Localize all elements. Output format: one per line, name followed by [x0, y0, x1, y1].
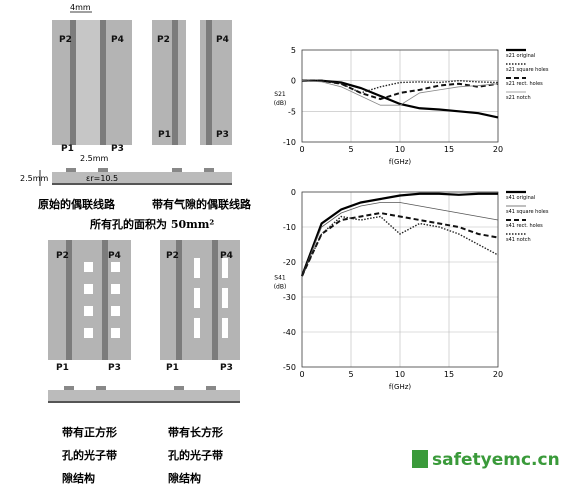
plot-frame — [301, 49, 499, 143]
legend-label: s41 rect. holes — [506, 223, 543, 229]
x-tick-label: 10 — [395, 145, 405, 154]
port: P3 — [111, 144, 124, 154]
watermark-icon — [412, 450, 428, 468]
eps-label: εr=10.5 — [86, 174, 118, 183]
y-tick-label: -20 — [283, 258, 296, 267]
series-line — [302, 79, 499, 101]
board-gap — [152, 20, 232, 145]
series-line — [301, 211, 499, 277]
port: P1 — [56, 363, 69, 373]
port: P2 — [56, 251, 69, 261]
board-square — [48, 240, 131, 360]
x-tick-label: 15 — [444, 370, 454, 379]
port: P4 — [220, 251, 233, 261]
y-tick-label: -10 — [283, 138, 296, 147]
port: P4 — [108, 251, 121, 261]
caption: 原始的偶联线路 — [38, 197, 116, 211]
watermark: safetyemc.cn — [432, 450, 560, 470]
legend-label: s21 original — [506, 53, 535, 59]
port: P4 — [111, 35, 124, 45]
port: P1 — [166, 363, 179, 373]
x-tick-label: 0 — [299, 370, 304, 379]
caption: 带有正方形 — [62, 425, 117, 439]
x-tick-label: 5 — [348, 370, 353, 379]
y-tick-label: -50 — [283, 363, 296, 372]
y-axis-label: S41 — [274, 275, 286, 282]
caption: 孔的光子带 — [168, 448, 223, 462]
y-axis-label: (dB) — [274, 284, 287, 291]
x-axis-label: f(GHz) — [389, 158, 412, 166]
series-line — [300, 192, 498, 277]
legend-label: s41 square holes — [506, 209, 549, 215]
port: P1 — [61, 144, 74, 154]
y-axis-label: S21 — [274, 91, 286, 98]
port: P3 — [220, 363, 233, 373]
series-line — [301, 80, 499, 106]
width-label: 4mm — [70, 3, 91, 12]
legend-label: s21 notch — [506, 95, 531, 101]
caption: 隙结构 — [168, 471, 201, 485]
board-original — [52, 11, 132, 145]
legend-label: s21 rect. holes — [506, 81, 543, 87]
series-line — [301, 215, 499, 277]
port: P2 — [59, 35, 72, 45]
caption: 所有孔的面积为 50mm² — [90, 217, 214, 231]
legend-label: s21 square holes — [506, 67, 549, 73]
port: P4 — [216, 35, 229, 45]
port: P3 — [216, 130, 229, 140]
caption: 隙结构 — [62, 471, 95, 485]
board-rect — [160, 240, 240, 360]
port: P2 — [166, 251, 179, 261]
y-axis-label: (dB) — [274, 100, 287, 107]
gap-label: 2.5mm — [80, 154, 109, 163]
y-tick-label: -10 — [283, 223, 296, 232]
height-label: 2.5mm — [20, 174, 49, 183]
x-axis-label: f(GHz) — [389, 383, 412, 391]
x-tick-label: 0 — [299, 145, 304, 154]
caption: 孔的光子带 — [62, 448, 117, 462]
port: P2 — [157, 35, 170, 45]
legend-label: s41 original — [506, 195, 535, 201]
port: P3 — [108, 363, 121, 373]
y-tick-label: 0 — [291, 188, 296, 197]
y-tick-label: 0 — [291, 77, 296, 86]
series-line — [301, 202, 499, 277]
x-tick-label: 10 — [395, 370, 405, 379]
y-tick-label: -5 — [288, 107, 296, 116]
y-tick-label: 5 — [291, 46, 296, 55]
caption: 带有长方形 — [168, 425, 223, 439]
x-tick-label: 20 — [493, 145, 503, 154]
x-tick-label: 5 — [348, 145, 353, 154]
cross-section — [39, 168, 232, 186]
legend-label: s41 notch — [506, 237, 531, 243]
y-tick-label: -40 — [283, 328, 296, 337]
x-tick-label: 20 — [493, 370, 503, 379]
y-tick-label: -30 — [283, 293, 296, 302]
cross-section — [48, 386, 240, 403]
x-tick-label: 15 — [444, 145, 454, 154]
plot-frame — [301, 191, 499, 368]
caption: 带有气隙的偶联线路 — [152, 197, 252, 211]
port: P1 — [158, 130, 171, 140]
